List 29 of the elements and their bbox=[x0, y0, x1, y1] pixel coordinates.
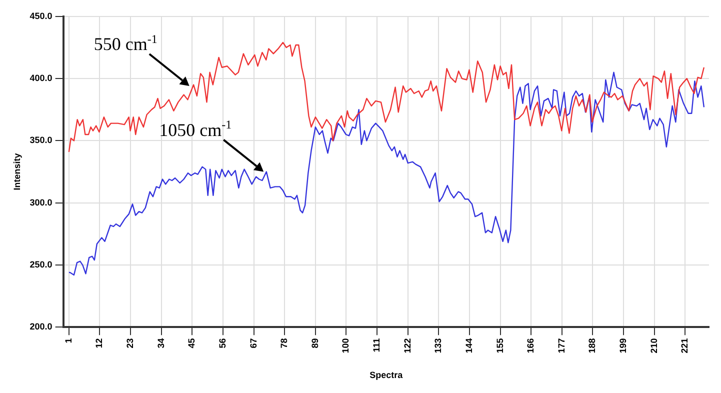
y-tick-label: 300.0 bbox=[30, 197, 52, 208]
x-tick-label: 122 bbox=[402, 338, 412, 354]
y-tick-label: 250.0 bbox=[30, 260, 52, 270]
x-tick-label: 221 bbox=[680, 338, 690, 354]
x-tick-label: 155 bbox=[494, 338, 505, 354]
x-tick-label: 133 bbox=[433, 338, 444, 354]
x-tick-label: 144 bbox=[464, 338, 474, 354]
x-tick-label: 78 bbox=[279, 338, 290, 348]
x-tick-label: 12 bbox=[94, 338, 104, 348]
x-tick-label: 111 bbox=[372, 338, 382, 352]
x-tick-label: 100 bbox=[340, 338, 351, 354]
x-tick-label: 199 bbox=[618, 338, 628, 354]
x-tick-label: 89 bbox=[310, 338, 320, 348]
x-tick-label: 23 bbox=[125, 338, 136, 348]
x-axis-title: Spectra bbox=[370, 370, 404, 380]
x-tick-label: 67 bbox=[248, 338, 258, 348]
x-tick-label: 45 bbox=[186, 338, 197, 348]
y-tick-label: 450.0 bbox=[30, 10, 52, 21]
y-tick-label: 400.0 bbox=[30, 73, 52, 84]
x-tick-label: 56 bbox=[217, 338, 228, 348]
x-tick-label: 34 bbox=[156, 338, 166, 348]
y-tick-label: 200.0 bbox=[30, 322, 52, 332]
x-tick-label: 188 bbox=[587, 338, 598, 354]
x-tick-label: 1 bbox=[63, 338, 74, 344]
y-axis-title: Intensity bbox=[12, 153, 22, 190]
x-tick-label: 177 bbox=[556, 338, 566, 354]
x-tick-label: 210 bbox=[648, 338, 659, 354]
x-tick-label: 166 bbox=[526, 338, 536, 354]
y-tick-label: 350.0 bbox=[30, 135, 52, 146]
